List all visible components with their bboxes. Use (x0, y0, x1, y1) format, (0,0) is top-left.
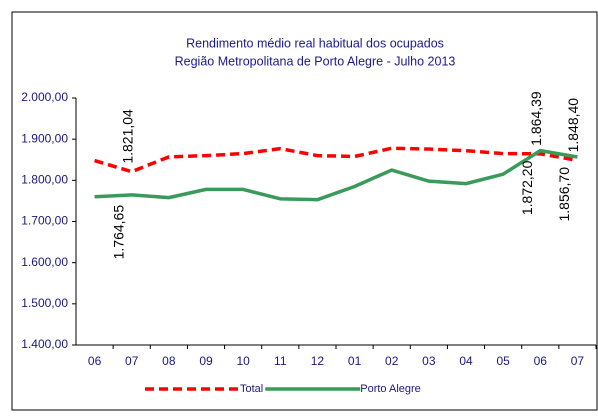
y-tick-label: 1.800,00 (21, 173, 68, 187)
legend-label: Total (240, 383, 263, 395)
x-tick-label: 07 (125, 354, 139, 368)
y-tick-label: 1.500,00 (21, 296, 68, 310)
x-tick-label: 06 (534, 354, 548, 368)
chart-title: Rendimento médio real habitual dos ocupa… (186, 36, 444, 50)
series-line (94, 146, 578, 174)
y-tick-label: 1.400,00 (21, 337, 68, 351)
data-label: 1.848,40 (565, 98, 581, 153)
x-tick-label: 12 (311, 354, 325, 368)
x-tick-label: 09 (199, 354, 213, 368)
x-tick-label: 11 (274, 354, 287, 368)
x-tick-label: 04 (459, 354, 473, 368)
y-tick-label: 1.700,00 (21, 214, 68, 228)
series-line (94, 148, 578, 202)
data-label: 1.864,39 (528, 91, 544, 146)
x-tick-label: 08 (162, 354, 176, 368)
x-tick-label: 10 (236, 354, 250, 368)
data-label: 1.856,70 (556, 167, 572, 222)
y-tick-label: 1.600,00 (21, 255, 68, 269)
data-label: 1.764,65 (110, 205, 126, 260)
chart-frame (11, 11, 598, 411)
x-tick-label: 03 (422, 354, 436, 368)
data-label: 1.872,20 (519, 160, 535, 215)
data-label: 1.821,04 (119, 109, 135, 164)
legend-label: Porto Alegre (360, 383, 421, 395)
chart-subtitle: Região Metropolitana de Porto Alegre - J… (175, 54, 456, 68)
x-tick-label: 07 (571, 354, 585, 368)
x-tick-label: 05 (496, 354, 510, 368)
x-tick-label: 02 (385, 354, 399, 368)
y-tick-label: 1.900,00 (21, 131, 68, 145)
x-tick-label: 01 (348, 354, 362, 368)
y-tick-label: 2.000,00 (21, 90, 68, 104)
x-tick-label: 06 (88, 354, 102, 368)
